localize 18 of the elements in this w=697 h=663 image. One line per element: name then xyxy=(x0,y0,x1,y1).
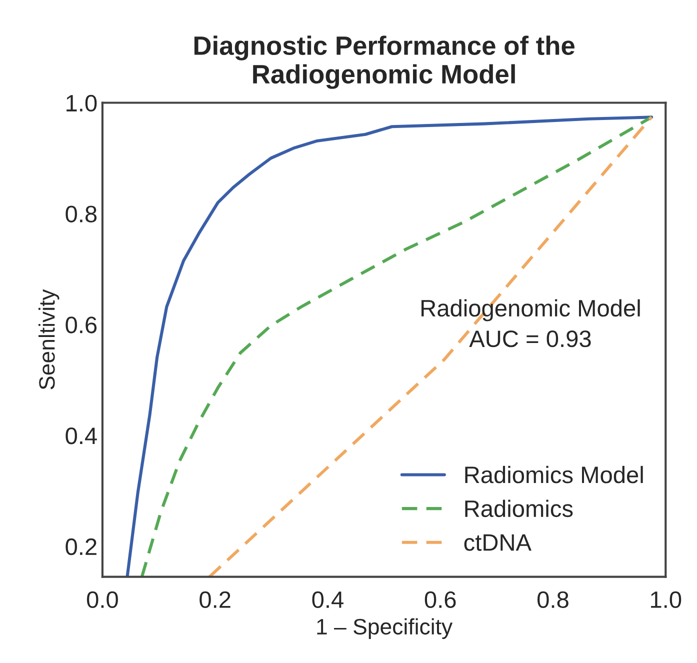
x-axis-title: 1 – Specificity xyxy=(317,618,453,639)
x-tick-label: 0.2 xyxy=(200,591,230,608)
legend-label: ctDNA xyxy=(464,534,532,551)
y-tick-label: 0.6 xyxy=(66,316,97,334)
annotation: Radiogenomic Model AUC = 0.93 xyxy=(422,299,640,348)
y-tick-label: 0.8 xyxy=(66,206,97,222)
legend-label: Radiomics Model xyxy=(465,466,643,484)
x-tick-label: 0.8 xyxy=(538,591,568,608)
y-tick-label: 0.2 xyxy=(66,538,96,556)
y-tick-label: 1.0 xyxy=(66,94,97,112)
chart-title: Diagnostic Performance of the Radiogenomic Model xyxy=(194,36,575,89)
legend-label: Radiomics xyxy=(465,500,573,518)
y-tick-label: 0.4 xyxy=(66,427,97,444)
x-tick-label: 0.6 xyxy=(424,591,456,608)
x-tick-label: 0.4 xyxy=(312,591,344,608)
y-axis-title: Seenltivity xyxy=(38,289,60,390)
x-tick-label: 0.0 xyxy=(86,591,118,608)
x-tick-label: 1.0 xyxy=(651,591,682,608)
